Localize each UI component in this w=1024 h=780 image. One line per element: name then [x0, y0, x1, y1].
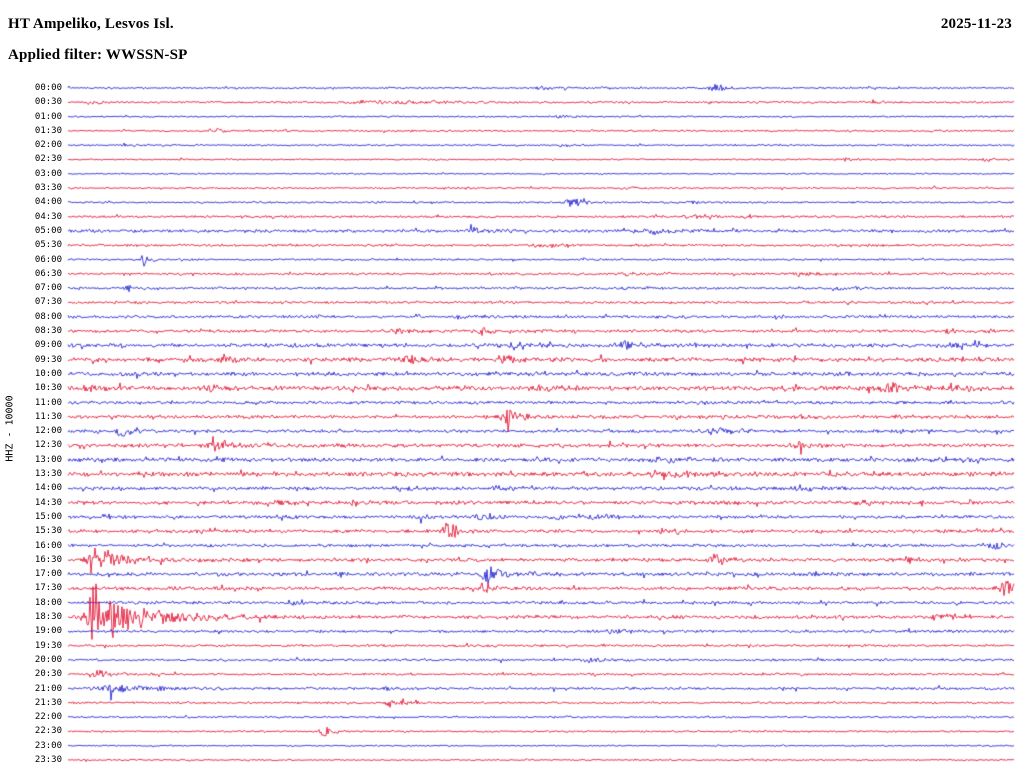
time-label: 08:30 — [34, 326, 62, 337]
time-label: 22:30 — [34, 726, 62, 737]
time-label: 09:30 — [34, 354, 62, 365]
time-label: 02:00 — [34, 140, 62, 151]
applied-filter-label: Applied filter: WWSSN-SP — [8, 47, 188, 63]
time-label: 19:30 — [34, 640, 62, 651]
time-label: 01:30 — [34, 125, 62, 136]
time-label: 04:00 — [34, 197, 62, 208]
time-label: 20:30 — [34, 669, 62, 680]
time-label: 11:30 — [34, 411, 62, 422]
time-label: 18:30 — [34, 612, 62, 623]
record-date: 2025-11-23 — [940, 16, 1012, 32]
time-label: 13:00 — [34, 454, 62, 465]
time-label: 06:30 — [34, 268, 62, 279]
time-label: 03:00 — [34, 168, 62, 179]
time-label: 21:30 — [34, 697, 62, 708]
time-label: 00:30 — [34, 97, 62, 108]
time-label: 05:00 — [34, 225, 62, 236]
time-label: 15:30 — [34, 526, 62, 537]
time-label: 12:00 — [34, 426, 62, 437]
time-label: 15:00 — [34, 511, 62, 522]
station-title: HT Ampeliko, Lesvos Isl. — [8, 16, 174, 32]
time-label: 09:00 — [34, 340, 62, 351]
channel-axis-label: HHZ - 10000 — [4, 395, 16, 462]
time-label: 12:30 — [34, 440, 62, 451]
time-label: 11:00 — [34, 397, 62, 408]
time-label: 19:00 — [34, 626, 62, 637]
time-label: 18:00 — [34, 597, 62, 608]
time-label: 10:00 — [34, 368, 62, 379]
time-label: 14:00 — [34, 483, 62, 494]
time-label: 23:30 — [34, 755, 62, 765]
time-label: 07:30 — [34, 297, 62, 308]
time-label: 23:00 — [34, 740, 62, 751]
time-label: 17:30 — [34, 583, 62, 594]
time-label: 01:00 — [34, 111, 62, 122]
time-label: 22:00 — [34, 712, 62, 723]
time-label: 02:30 — [34, 154, 62, 165]
time-label: 10:30 — [34, 383, 62, 394]
time-label: 08:00 — [34, 311, 62, 322]
time-label: 03:30 — [34, 183, 62, 194]
time-label: 14:30 — [34, 497, 62, 508]
time-label: 04:30 — [34, 211, 62, 222]
time-label: 21:00 — [34, 683, 62, 694]
time-label: 06:00 — [34, 254, 62, 265]
time-label: 13:30 — [34, 469, 62, 480]
time-label: 00:00 — [34, 83, 62, 93]
time-label: 16:00 — [34, 540, 62, 551]
time-label: 05:30 — [34, 240, 62, 251]
time-label: 20:00 — [34, 654, 62, 665]
time-label: 16:30 — [34, 554, 62, 565]
time-label: 17:00 — [34, 569, 62, 580]
time-label: 07:00 — [34, 283, 62, 294]
